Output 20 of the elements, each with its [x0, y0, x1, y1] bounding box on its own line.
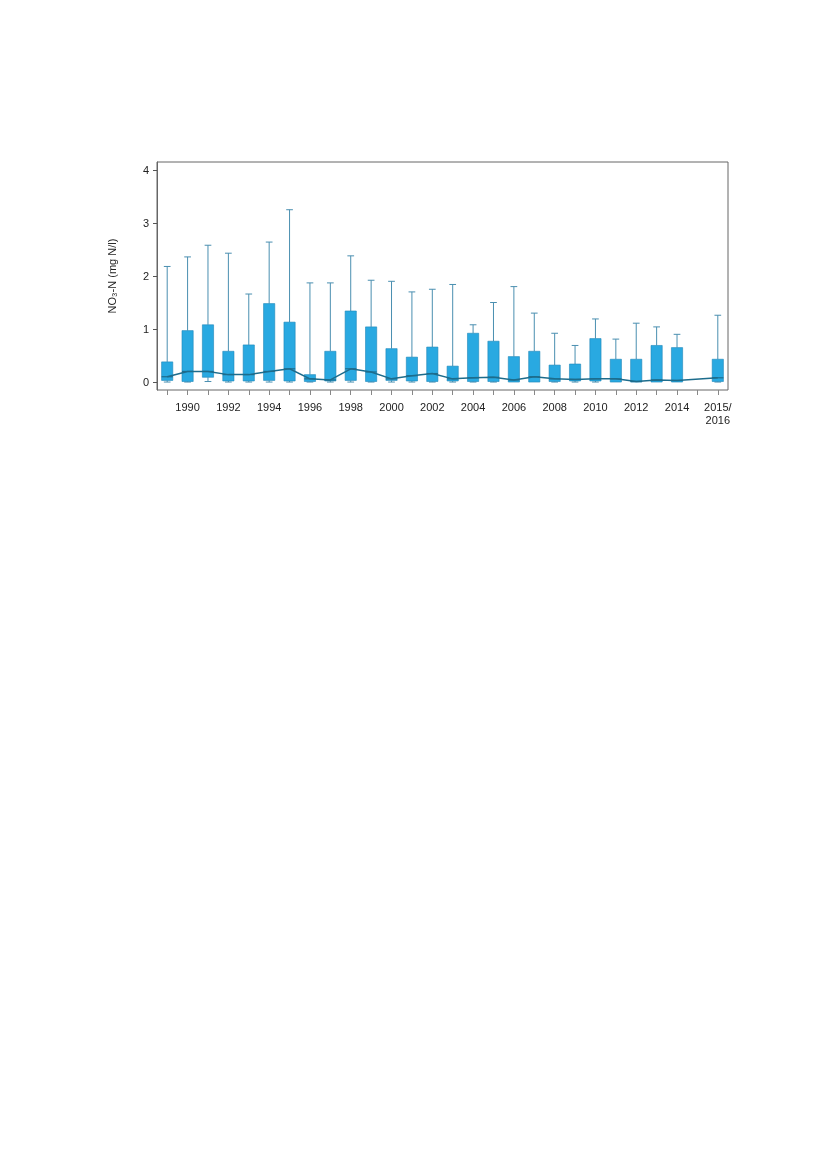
x-tick-label: 2008 — [542, 400, 567, 413]
y-tick-label: 4 — [142, 163, 149, 176]
x-tick-label: 2002 — [420, 400, 445, 413]
x-tick-label: 1994 — [256, 400, 282, 413]
x-tick-label: 2010 — [583, 400, 608, 413]
y-tick-label: 2 — [142, 270, 149, 282]
x-tick-label: 2014 — [664, 400, 690, 413]
x-tick-label: 2015/2016 — [704, 400, 733, 426]
x-tick-label: 1990 — [175, 400, 200, 413]
x-tick-label: 2006 — [501, 400, 527, 413]
x-tick-label: 2000 — [379, 400, 404, 413]
y-axis-title: NO₃-N (mg N/l) — [105, 238, 118, 314]
x-tick-label: 1992 — [216, 400, 241, 413]
y-tick-label: 3 — [142, 216, 149, 229]
x-tick-label: 2012 — [623, 400, 649, 413]
y-tick-label: 0 — [142, 376, 149, 389]
y-tick-label: 1 — [142, 323, 149, 336]
x-tick-label: 1996 — [297, 400, 323, 413]
x-tick-label: 2004 — [460, 400, 486, 413]
x-tick-label: 1998 — [338, 400, 363, 413]
